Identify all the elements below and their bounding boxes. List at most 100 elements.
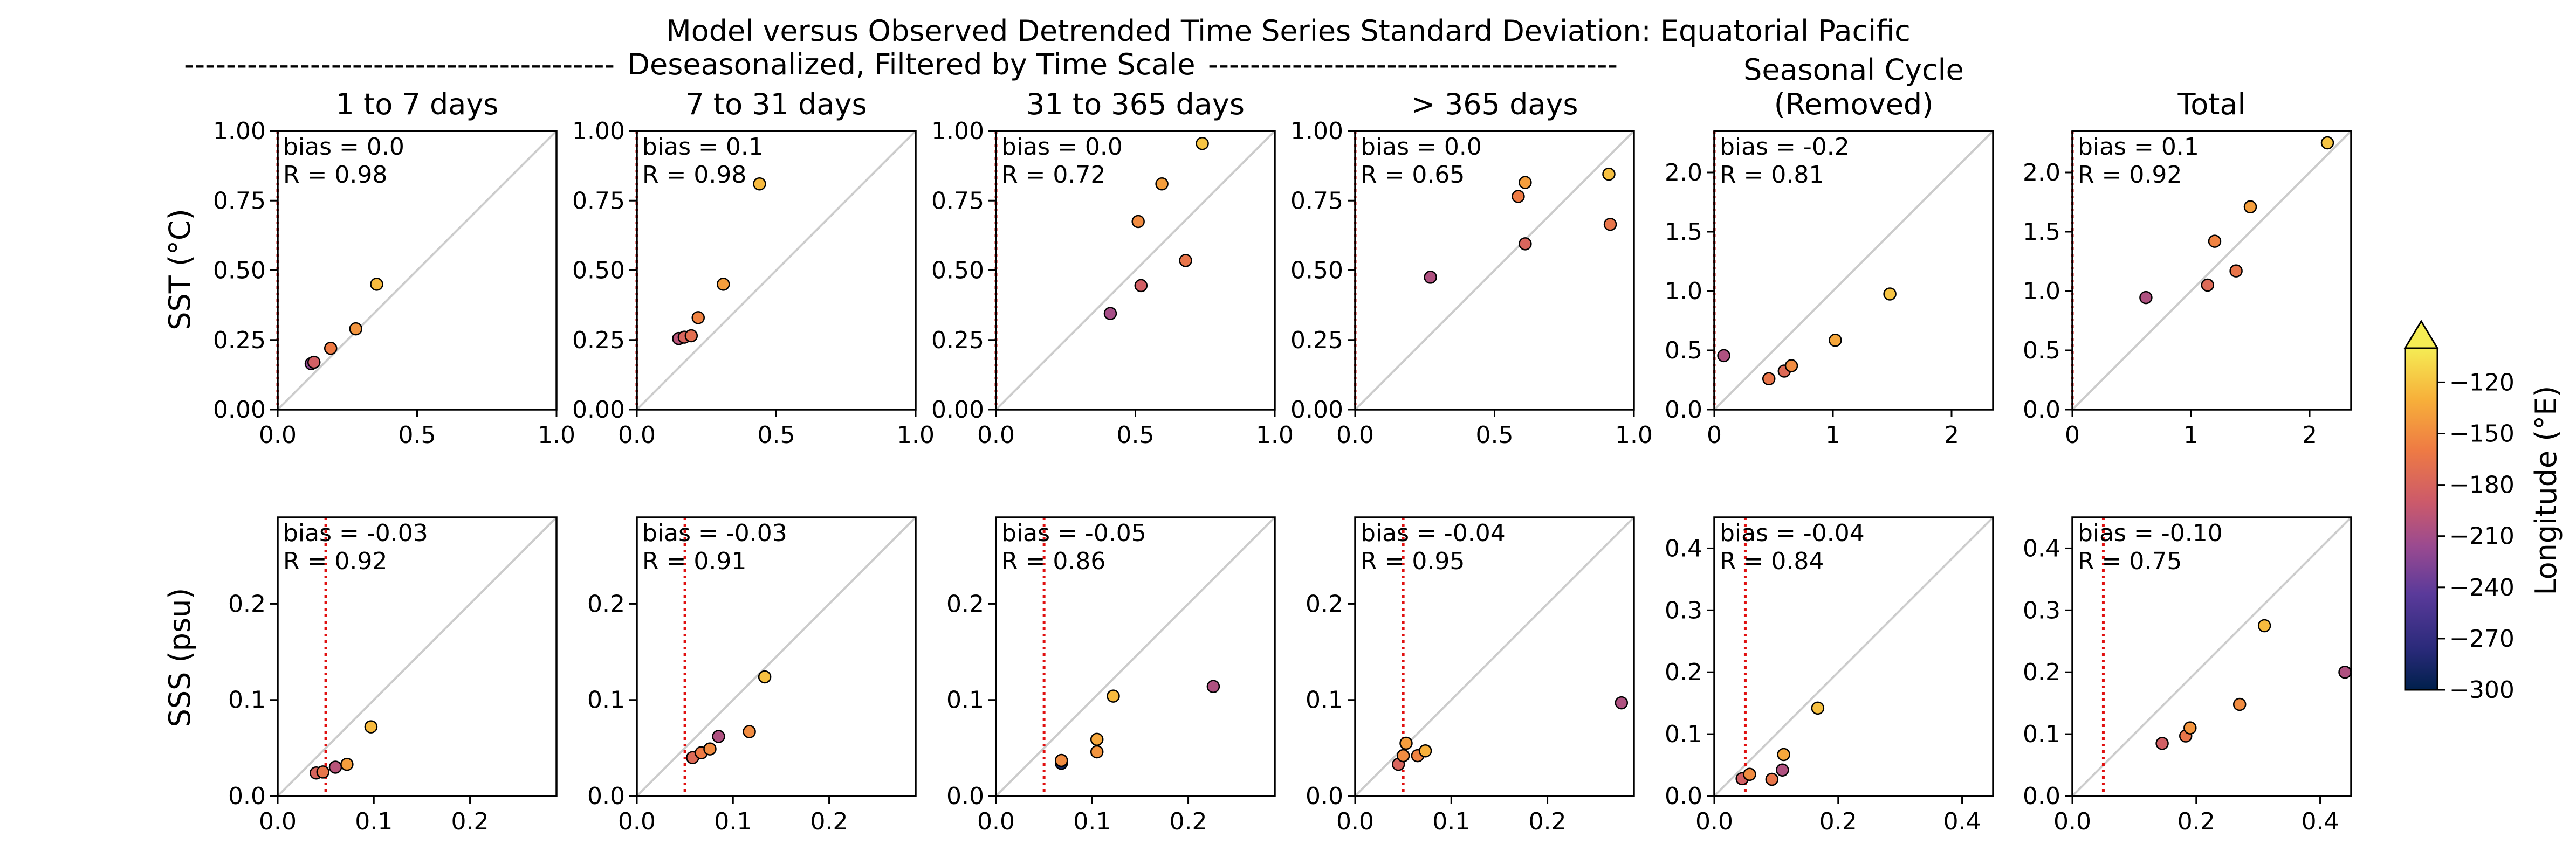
scatter-panel: 0.0 0.1 0.2 0.0 0.1 0.2 bias = -0.05R = 0.86 bbox=[946, 516, 1276, 835]
data-point bbox=[1777, 748, 1790, 762]
colorbar-tick-label: −270 bbox=[2449, 625, 2515, 653]
x-tick-label: 0.0 bbox=[1336, 808, 1374, 835]
bias-annotation: bias = -0.05 bbox=[1001, 520, 1146, 547]
axes-frame bbox=[1713, 130, 1994, 411]
r-annotation: R = 0.92 bbox=[283, 548, 387, 575]
scatter-panel: 0 1 2 0.0 0.5 1.0 1.5 2.0 bias = -0.2R = 0.81 bbox=[1665, 130, 1994, 449]
y-tick-label: 0.50 bbox=[1290, 257, 1343, 285]
one-to-one-line bbox=[636, 516, 917, 797]
data-point bbox=[2139, 290, 2153, 305]
colorbar: −120 −150 −180 −210 −240 −270 −300 Longitude (… bbox=[2403, 320, 2563, 704]
y-tick-label: 0.1 bbox=[587, 687, 625, 714]
one-to-one-line bbox=[277, 130, 558, 411]
y-tick-label: 0.25 bbox=[1290, 327, 1343, 354]
data-point bbox=[340, 757, 354, 771]
y-tick-label: 0.0 bbox=[2023, 396, 2060, 424]
data-point bbox=[2183, 721, 2197, 735]
data-point bbox=[1776, 763, 1789, 777]
subtitle-dashes-left: ----------------------------------------… bbox=[184, 47, 615, 81]
one-to-one-line bbox=[1713, 130, 1994, 411]
r-annotation: R = 0.84 bbox=[1720, 548, 1824, 575]
y-tick-label: 1.0 bbox=[2023, 278, 2060, 305]
data-point bbox=[1418, 744, 1432, 758]
y-tick-label: 0.0 bbox=[587, 783, 625, 810]
x-tick-label: 1.0 bbox=[1256, 421, 1294, 449]
r-annotation: R = 0.65 bbox=[1361, 161, 1465, 189]
bias-annotation: bias = -0.2 bbox=[1720, 133, 1850, 161]
x-tick-label: 0.5 bbox=[1476, 421, 1514, 449]
data-point bbox=[1131, 214, 1145, 229]
data-point bbox=[1762, 372, 1776, 386]
bias-annotation: bias = -0.10 bbox=[2078, 520, 2223, 547]
x-tick-label: 0.1 bbox=[714, 808, 752, 835]
x-tick-label: 2 bbox=[1944, 421, 1959, 449]
r-annotation: R = 0.98 bbox=[642, 161, 746, 189]
data-point bbox=[2257, 619, 2271, 633]
y-tick-label: 0.1 bbox=[1306, 687, 1343, 714]
y-tick-label: 0.1 bbox=[228, 687, 266, 714]
scatter-panel: 0.0 0.2 0.4 0.0 0.1 0.2 0.3 0.4 bias = -0.04R = … bbox=[1665, 516, 1994, 835]
y-tick-label: 0.1 bbox=[2023, 721, 2060, 748]
data-point bbox=[1603, 217, 1617, 231]
data-point bbox=[1179, 254, 1192, 267]
bias-annotation: bias = -0.04 bbox=[1361, 520, 1506, 547]
x-tick-label: 0.0 bbox=[1336, 421, 1374, 449]
data-point bbox=[1206, 680, 1220, 694]
data-point bbox=[2155, 737, 2169, 750]
y-tick-label: 0.00 bbox=[572, 396, 625, 424]
x-tick-label: 0.5 bbox=[399, 421, 436, 449]
y-tick-label: 0.75 bbox=[213, 187, 266, 214]
data-point bbox=[1090, 732, 1104, 746]
x-tick-label: 0.5 bbox=[758, 421, 795, 449]
row-labels: SST (°C) SSS (psu) bbox=[163, 209, 197, 727]
data-point bbox=[684, 329, 698, 343]
y-tick-label: 0.0 bbox=[1665, 783, 1702, 810]
column-title: > 365 days bbox=[1411, 87, 1578, 121]
y-tick-label: 1.5 bbox=[1665, 218, 1702, 246]
x-tick-label: 0.1 bbox=[1432, 808, 1470, 835]
data-point bbox=[2208, 234, 2222, 248]
y-tick-label: 0.2 bbox=[1665, 659, 1702, 686]
scatter-panel: 0.0 0.5 1.0 0.00 0.25 0.50 0.75 1.00 bias = 0.0R… bbox=[1290, 117, 1653, 449]
one-to-one-line bbox=[995, 516, 1276, 797]
data-point bbox=[1396, 749, 1410, 763]
scatter-panel: 0.0 0.5 1.0 0.00 0.25 0.50 0.75 1.00 bias = 0.1R… bbox=[572, 117, 935, 449]
y-tick-label: 0.2 bbox=[1306, 590, 1343, 618]
colorbar-ticks: −120 −150 −180 −210 −240 −270 −300 bbox=[2437, 369, 2515, 704]
data-point bbox=[717, 278, 730, 291]
colorbar-tick-label: −180 bbox=[2449, 472, 2515, 499]
data-point bbox=[370, 278, 383, 291]
scatter-panels: 1 to 7 days 7 to 31 days 31 to 365 days > 3… bbox=[213, 53, 2352, 835]
column-title: 31 to 365 days bbox=[1026, 87, 1245, 121]
y-tick-label: 1.5 bbox=[2023, 218, 2060, 246]
bias-annotation: bias = 0.0 bbox=[1361, 133, 1482, 161]
one-to-one-line bbox=[277, 516, 558, 797]
data-point bbox=[1519, 176, 1532, 189]
data-point bbox=[328, 760, 342, 774]
data-point bbox=[1743, 767, 1756, 781]
y-tick-label: 0.2 bbox=[946, 590, 984, 618]
data-point bbox=[1155, 177, 1169, 191]
colorbar-tick-label: −300 bbox=[2449, 676, 2515, 704]
data-point bbox=[703, 742, 717, 756]
x-tick-label: 1 bbox=[1825, 421, 1840, 449]
data-point bbox=[1090, 745, 1104, 759]
subtitle-line: ----------------------------------------… bbox=[184, 47, 1618, 81]
x-tick-label: 0.0 bbox=[618, 808, 656, 835]
x-tick-label: 0.1 bbox=[355, 808, 393, 835]
r-annotation: R = 0.75 bbox=[2078, 548, 2182, 575]
y-tick-label: 0.0 bbox=[228, 783, 266, 810]
r-annotation: R = 0.91 bbox=[642, 548, 746, 575]
y-tick-label: 1.00 bbox=[931, 117, 984, 145]
data-point bbox=[2232, 697, 2247, 711]
one-to-one-line bbox=[636, 130, 917, 411]
data-point bbox=[1196, 137, 1209, 150]
bias-annotation: bias = 0.0 bbox=[1001, 133, 1123, 161]
data-point bbox=[1512, 190, 1525, 203]
data-point bbox=[743, 725, 756, 738]
y-tick-label: 0.1 bbox=[946, 687, 984, 714]
x-tick-label: 1 bbox=[2183, 421, 2199, 449]
bias-annotation: bias = -0.03 bbox=[283, 520, 428, 547]
scatter-panel: 0.0 0.1 0.2 0.0 0.1 0.2 bias = -0.03R = 0.92 bbox=[228, 516, 558, 835]
